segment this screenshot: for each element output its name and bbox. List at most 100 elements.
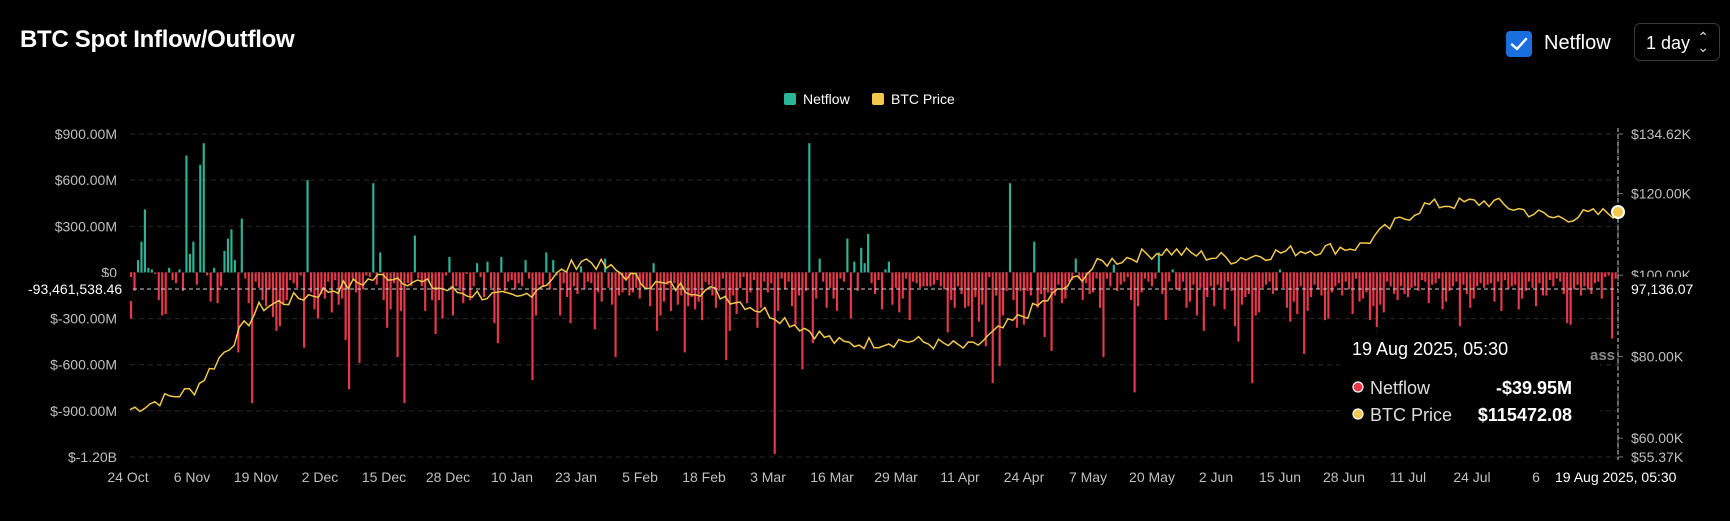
netflow-bar xyxy=(628,272,631,296)
netflow-bar xyxy=(1573,272,1576,290)
netflow-bar xyxy=(739,272,742,288)
netflow-bar xyxy=(1458,272,1461,327)
netflow-bar xyxy=(704,272,707,282)
x-tick-label: 7 May xyxy=(1069,469,1107,485)
netflow-bar xyxy=(244,272,247,279)
interval-select-value: 1 day xyxy=(1646,33,1691,53)
netflow-bar xyxy=(874,272,877,294)
netflow-bar xyxy=(209,272,212,302)
x-tick-label: 3 Mar xyxy=(750,469,786,485)
netflow-bar xyxy=(1310,272,1313,298)
netflow-bar xyxy=(254,272,257,282)
netflow-bar xyxy=(510,272,513,281)
netflow-bar xyxy=(1092,272,1095,293)
netflow-bar xyxy=(676,272,679,305)
netflow-bar xyxy=(970,272,974,338)
netflow-bar xyxy=(1268,272,1271,282)
netflow-bar xyxy=(655,272,659,331)
netflow-bar xyxy=(1296,272,1299,314)
netflow-bar xyxy=(427,272,430,282)
grid-lines xyxy=(130,133,1618,458)
price-hover-dot xyxy=(1611,205,1625,219)
netflow-checkbox[interactable] xyxy=(1506,31,1532,57)
netflow-bar xyxy=(517,272,520,284)
y-right-tick-label: $60.00K xyxy=(1631,430,1684,446)
netflow-bar xyxy=(1438,272,1441,279)
tooltip-netflow-dot xyxy=(1352,381,1364,393)
netflow-bar xyxy=(642,272,645,287)
netflow-bar xyxy=(614,272,617,358)
x-tick-label: 28 Jun xyxy=(1323,469,1365,485)
netflow-bar xyxy=(1306,272,1309,311)
netflow-bar xyxy=(1040,272,1043,294)
netflow-bar xyxy=(1566,272,1569,324)
netflow-bar xyxy=(884,269,887,273)
netflow-bar xyxy=(918,272,922,288)
x-tick-label: 6 Nov xyxy=(174,469,211,485)
netflow-bar xyxy=(1233,272,1237,327)
netflow-bar xyxy=(296,272,299,288)
netflow-bar xyxy=(1389,272,1392,287)
netflow-bar xyxy=(541,272,544,287)
netflow-checkbox-label[interactable]: Netflow xyxy=(1544,32,1611,54)
netflow-bar xyxy=(1278,269,1282,273)
netflow-bar xyxy=(482,272,486,298)
netflow-bar xyxy=(759,272,762,308)
netflow-bar xyxy=(1545,272,1548,296)
netflow-bar xyxy=(1434,272,1437,284)
netflow-bar xyxy=(957,272,960,287)
netflow-bar xyxy=(662,272,666,302)
netflow-bar xyxy=(1444,272,1448,302)
page-title: BTC Spot Inflow/Outflow xyxy=(20,26,295,53)
interval-select[interactable]: 1 day ⌃ ⌄ xyxy=(1634,23,1720,61)
netflow-bar xyxy=(953,272,956,308)
netflow-bar xyxy=(562,272,565,284)
netflow-bar xyxy=(770,272,773,284)
netflow-bar xyxy=(500,257,503,273)
netflow-bar xyxy=(514,272,517,290)
netflow-bar xyxy=(777,272,780,311)
x-tick-label: 29 Mar xyxy=(874,469,918,485)
y-right-tick-label: $80.00K xyxy=(1631,349,1684,365)
netflow-bar xyxy=(237,272,240,353)
netflow-bar xyxy=(1050,272,1053,351)
netflow-bar xyxy=(690,272,693,298)
netflow-bar xyxy=(285,272,288,301)
tooltip-price-label: BTC Price xyxy=(1370,405,1452,425)
x-tick-label: 2 Dec xyxy=(302,469,339,485)
netflow-bar xyxy=(521,272,524,287)
netflow-bar xyxy=(822,272,825,282)
netflow-bar xyxy=(1559,272,1562,282)
netflow-bar xyxy=(168,267,171,273)
netflow-bar xyxy=(1036,272,1039,308)
netflow-bar xyxy=(1116,272,1119,291)
netflow-bar xyxy=(1133,272,1136,393)
netflow-bar xyxy=(496,272,499,344)
netflow-bar xyxy=(988,272,991,278)
legend[interactable]: Netflow BTC Price xyxy=(784,91,955,107)
netflow-bar xyxy=(424,272,427,311)
netflow-bar xyxy=(320,272,323,294)
netflow-bar xyxy=(1078,272,1081,279)
legend-price-label[interactable]: BTC Price xyxy=(891,91,955,107)
netflow-bar xyxy=(1552,272,1555,287)
netflow-bar xyxy=(372,183,375,273)
netflow-bar xyxy=(995,272,998,296)
tooltip: 19 Aug 2025, 05:30 Netflow -$39.95M BTC … xyxy=(1340,327,1600,449)
netflow-bar xyxy=(1098,272,1102,308)
netflow-bar xyxy=(199,164,202,273)
netflow-bar xyxy=(223,250,226,273)
netflow-bar xyxy=(1600,272,1603,299)
netflow-bar xyxy=(1320,272,1323,296)
legend-netflow-label[interactable]: Netflow xyxy=(803,91,851,107)
netflow-bar xyxy=(1171,269,1174,273)
netflow-bar xyxy=(330,272,333,313)
netflow-bar xyxy=(1604,272,1607,278)
netflow-bar xyxy=(271,272,275,318)
x-tick-label: 5 Feb xyxy=(622,469,658,485)
netflow-bar xyxy=(925,272,929,287)
netflow-bar xyxy=(915,272,918,284)
netflow-bar xyxy=(808,143,811,273)
netflow-bar xyxy=(856,272,859,291)
